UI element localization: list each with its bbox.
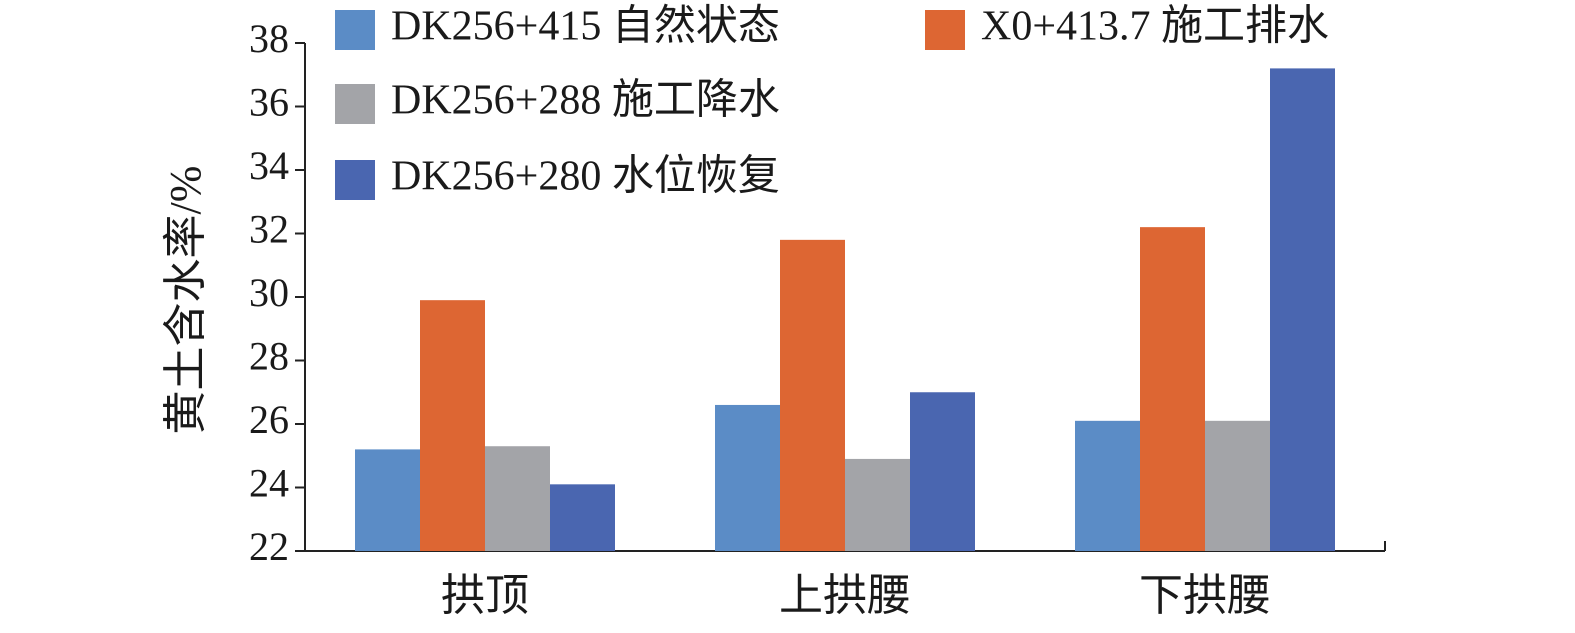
- legend-label: DK256+415 自然状态: [391, 3, 780, 50]
- bar: [845, 458, 910, 551]
- legend-label: DK256+280 水位恢复: [391, 153, 780, 200]
- bar: [420, 300, 485, 551]
- bar: [1075, 420, 1140, 551]
- y-tick-label: 24: [249, 461, 289, 506]
- legend-label: X0+413.7 施工排水: [981, 4, 1329, 50]
- y-tick-label: 30: [249, 270, 289, 315]
- legend-swatch: [335, 160, 375, 200]
- legend-swatch: [925, 10, 965, 50]
- y-tick-label: 36: [249, 80, 289, 125]
- bar: [1140, 227, 1205, 551]
- y-tick-label: 28: [249, 334, 289, 379]
- y-tick-label: 38: [249, 16, 289, 61]
- y-axis-label: 黄土含水率/%: [161, 166, 210, 435]
- bar: [1205, 420, 1270, 551]
- bar: [715, 404, 780, 551]
- y-tick-label: 26: [249, 397, 289, 442]
- legend-swatch: [335, 10, 375, 50]
- x-tick-label: 下拱腰: [1139, 571, 1271, 620]
- y-tick-label: 32: [249, 207, 289, 252]
- bar: [485, 446, 550, 551]
- y-tick-label: 34: [249, 143, 289, 188]
- bar: [780, 239, 845, 551]
- x-tick-label: 拱顶: [441, 571, 529, 620]
- y-tick-label: 22: [249, 524, 289, 569]
- legend-swatch: [335, 84, 375, 124]
- bar: [910, 392, 975, 551]
- legend-label: DK256+288 施工降水: [391, 78, 780, 124]
- x-tick-label: 上拱腰: [779, 571, 911, 620]
- bar: [355, 449, 420, 551]
- bar: [550, 484, 615, 551]
- bar: [1270, 68, 1335, 552]
